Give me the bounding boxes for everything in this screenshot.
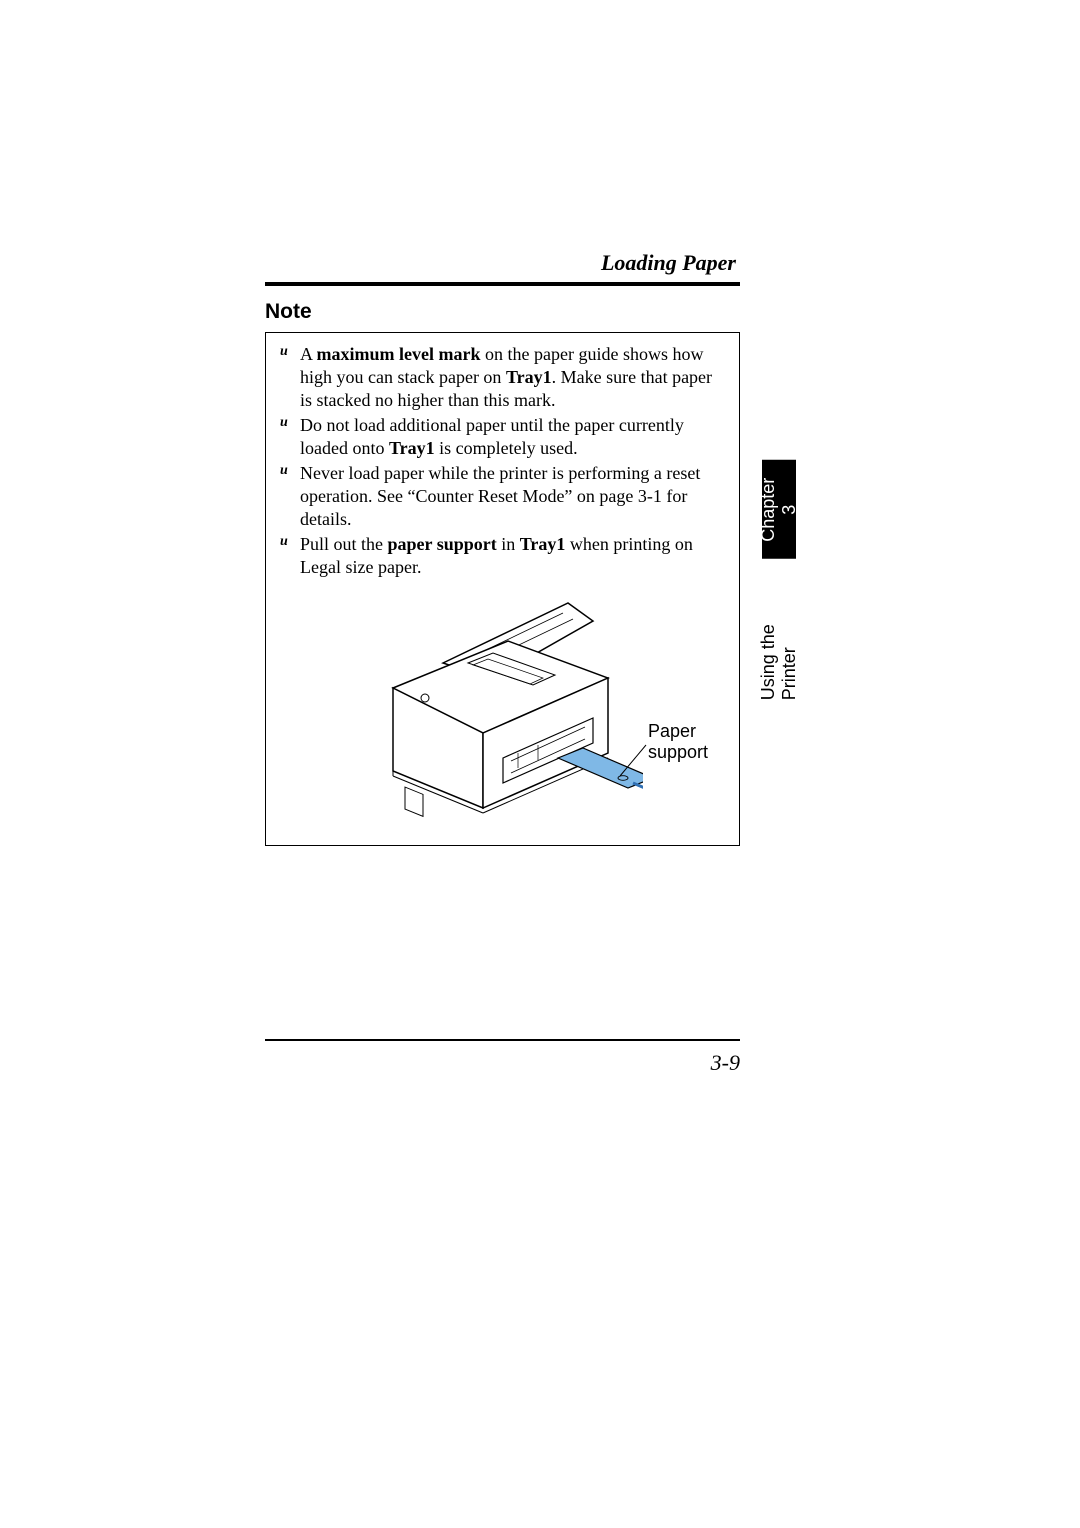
note-item: uA maximum level mark on the paper guide… — [278, 343, 727, 412]
note-item: uDo not load additional paper until the … — [278, 414, 727, 460]
note-text: paper support — [388, 534, 497, 554]
bullet-glyph: u — [280, 533, 288, 551]
bullet-glyph: u — [280, 414, 288, 432]
side-tab-section: Using the Printer — [762, 559, 796, 710]
section-header: Loading Paper — [265, 250, 740, 282]
note-text: Tray1 — [389, 438, 435, 458]
note-text: Tray1 — [520, 534, 566, 554]
note-item: uPull out the paper support in Tray1 whe… — [278, 533, 727, 579]
page-content: Loading Paper Note uA maximum level mark… — [265, 250, 740, 846]
side-tab: Chapter 3 Using the Printer — [762, 460, 796, 710]
note-item: u Never load paper while the printer is p… — [278, 462, 727, 531]
bullet-glyph: u — [280, 462, 288, 480]
note-text: Tray1 — [506, 367, 552, 387]
note-list: uA maximum level mark on the paper guide… — [278, 343, 727, 579]
bullet-glyph: u — [280, 343, 288, 361]
callout-leader-line — [618, 743, 648, 778]
note-box: uA maximum level mark on the paper guide… — [265, 332, 740, 846]
side-tab-chapter: Chapter 3 — [762, 460, 796, 559]
note-heading: Note — [265, 300, 740, 324]
note-text: maximum level mark — [317, 344, 481, 364]
note-text: A — [300, 344, 317, 364]
page-number: 3-9 — [265, 1050, 740, 1076]
printer-drawing — [333, 593, 643, 833]
footer-rule — [265, 1039, 740, 1041]
note-text: Pull out the — [300, 534, 388, 554]
header-rule — [265, 282, 740, 286]
callout-paper-support: Paper support — [648, 721, 727, 763]
note-text: in — [497, 534, 520, 554]
note-text: Never load paper while the printer is pe… — [300, 463, 700, 529]
printer-illustration: Paper support — [278, 593, 727, 833]
note-text: is completely used. — [435, 438, 578, 458]
